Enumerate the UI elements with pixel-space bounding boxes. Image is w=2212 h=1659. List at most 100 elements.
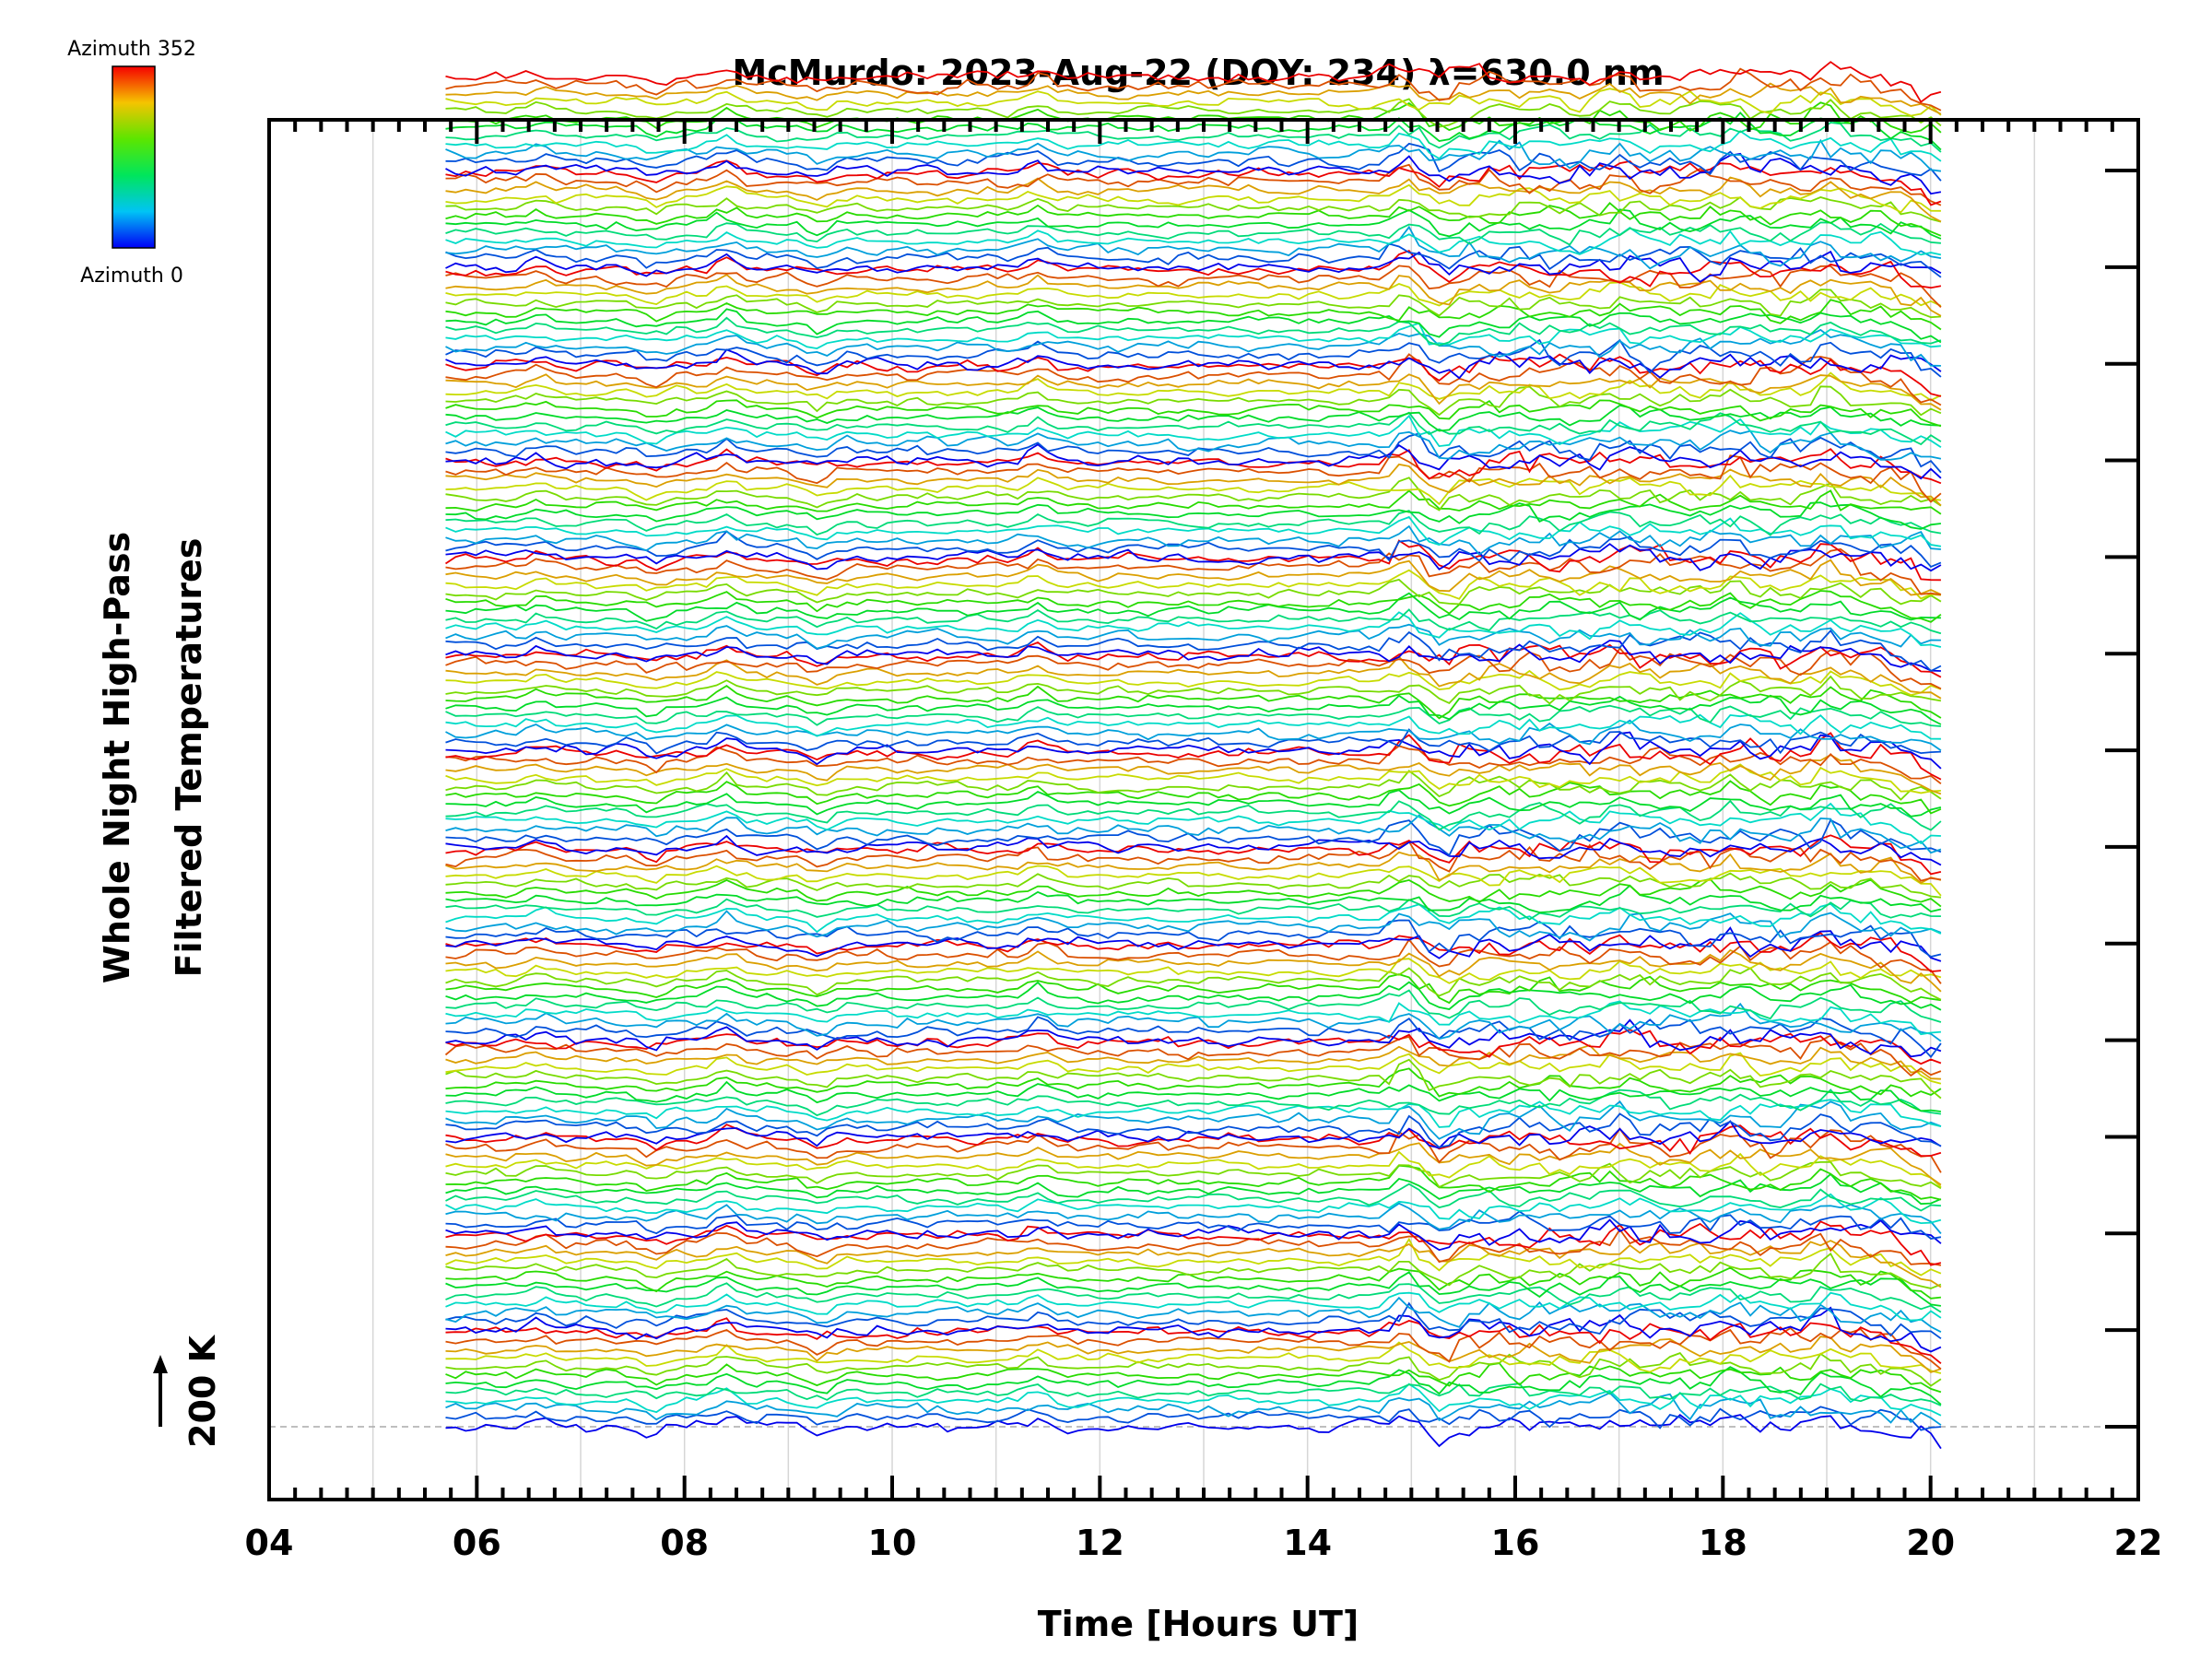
series-line-g4-az7: [445, 967, 1942, 1001]
x-tick-label: 18: [1699, 1523, 1747, 1563]
series-line-g12-az7: [445, 195, 1942, 223]
series-line-g13-az8: [445, 88, 1942, 117]
series-line-g6-az2: [445, 814, 1942, 854]
series-line-g6-az4: [445, 799, 1942, 831]
series-line-g10-az6: [445, 399, 1942, 428]
series-line-g8-az2: [445, 623, 1941, 650]
series-line-g13-az10: [445, 67, 1942, 112]
series-line-g4-az9: [445, 948, 1942, 993]
series-line-g11-az3: [445, 322, 1941, 350]
series-line-g9-az8: [445, 474, 1941, 506]
series-line-g9-az0: [445, 543, 1942, 572]
series-line-g5-az1: [445, 919, 1942, 958]
series-line-g7-az1: [445, 728, 1941, 755]
series-line-g9-az5: [445, 501, 1942, 530]
series-line-g7-az0: [445, 731, 1942, 770]
series-line-g13-az5: [445, 111, 1942, 151]
series-line-g8-az6: [445, 590, 1942, 623]
x-tick-label: 10: [868, 1523, 917, 1563]
series-line-g9-az1: [445, 530, 1942, 568]
colorbar-top-label: Azimuth 352: [67, 38, 196, 61]
series-line-g10-az9: [445, 373, 1942, 411]
x-tick-label: 22: [2114, 1523, 2163, 1563]
series-line-g5-az2: [445, 910, 1942, 942]
series-line-g4-az8: [445, 958, 1942, 984]
series-line-g1-az9: [445, 1240, 1942, 1288]
scale-indicator: 200 K: [153, 1334, 223, 1448]
series-line-g0-az2: [445, 1392, 1942, 1426]
series-line-g3-az1: [445, 1112, 1942, 1148]
series-line-g13-az9: [445, 82, 1942, 115]
series-line-g0-az6: [445, 1362, 1942, 1394]
series-line-g0-az0: [445, 1414, 1942, 1450]
x-tick-labels: 04 06 08 10 12 14 16 18 20 22: [245, 1523, 2163, 1563]
scale-label: 200 K: [182, 1334, 223, 1448]
series-line-g0-az1: [445, 1406, 1941, 1431]
series-line-g13-az3: [445, 130, 1942, 162]
series-line-g11-az8: [445, 281, 1942, 307]
grid: [371, 120, 2036, 1500]
y-axis-label-line1: Whole Night High-Pass: [97, 532, 137, 983]
series-line-g0-az5: [445, 1366, 1942, 1406]
series-line-g13-az1: [445, 142, 1942, 182]
x-tick-label: 14: [1283, 1523, 1332, 1563]
x-axis-label: Time [Hours UT]: [1038, 1604, 1359, 1644]
series-line-g1-az1: [445, 1301, 1942, 1340]
series-line-g12-az3: [445, 227, 1942, 256]
series-line-g3-az11: [445, 1029, 1942, 1065]
series-line-g8-az5: [445, 592, 1941, 622]
series-line-g9-az3: [445, 515, 1942, 547]
series-line-g13-az0: [445, 152, 1942, 195]
series-line-g5-az8: [445, 865, 1942, 897]
series-line-g3-az8: [445, 1052, 1942, 1085]
series-line-g0-az4: [445, 1382, 1942, 1406]
series-line-g13-az11: [445, 61, 1942, 103]
series-line-g1-az3: [445, 1291, 1942, 1322]
series-line-g4-az6: [445, 973, 1942, 1005]
series-line-g6-az8: [445, 763, 1941, 794]
series-line-g2-az0: [445, 1218, 1942, 1252]
series-line-g3-az2: [445, 1100, 1942, 1140]
series-line-g2-az11: [445, 1124, 1942, 1158]
series-line-g12-az8: [445, 183, 1941, 214]
series-line-g11-az1: [445, 338, 1942, 378]
series-line-g8-az9: [445, 559, 1942, 596]
series-line-g10-az1: [445, 432, 1942, 474]
series-line-g11-az0: [445, 348, 1942, 380]
series-line-g8-az3: [445, 611, 1942, 648]
series-line-g3-az7: [445, 1058, 1942, 1100]
series-line-g12-az6: [445, 202, 1942, 237]
series-line-g6-az10: [445, 745, 1942, 785]
series-line-g5-az5: [445, 884, 1942, 913]
series-line-g13-az6: [445, 101, 1942, 134]
series-line-g3-az10: [444, 1034, 1942, 1077]
series-line-g1-az7: [445, 1252, 1942, 1289]
series-line-g5-az3: [445, 902, 1942, 935]
series-line-g4-az1: [445, 1016, 1942, 1059]
series-line-g5-az9: [445, 851, 1942, 885]
series-line-g4-az0: [445, 1018, 1942, 1058]
series-line-g8-az0: [445, 639, 1941, 672]
series-line-g12-az11: [445, 159, 1942, 206]
series-line-g2-az5: [445, 1172, 1942, 1206]
series-line-g7-az2: [445, 719, 1942, 751]
series-line-g6-az9: [445, 753, 1942, 795]
x-tick-label: 04: [245, 1523, 294, 1563]
series-line-g2-az2: [445, 1202, 1942, 1234]
series-line-g0-az8: [445, 1341, 1942, 1374]
series-line-g9-az10: [445, 454, 1942, 503]
series-line-g1-az5: [445, 1271, 1942, 1307]
series-line-g7-az11: [445, 641, 1942, 678]
series-line-g10-az7: [445, 385, 1942, 417]
series-line-g1-az2: [445, 1296, 1942, 1333]
series-line-g10-az2: [445, 429, 1942, 461]
colorbar: Azimuth 352 Azimuth 0: [67, 38, 196, 288]
series-line-g5-az7: [445, 872, 1941, 899]
series-line-g10-az5: [445, 404, 1941, 432]
x-tick-label: 12: [1076, 1523, 1124, 1563]
series-line-g12-az2: [445, 225, 1942, 270]
colorbar-gradient: [112, 65, 156, 249]
series-line-g7-az3: [445, 713, 1941, 740]
series-line-g4-az10: [445, 937, 1942, 984]
